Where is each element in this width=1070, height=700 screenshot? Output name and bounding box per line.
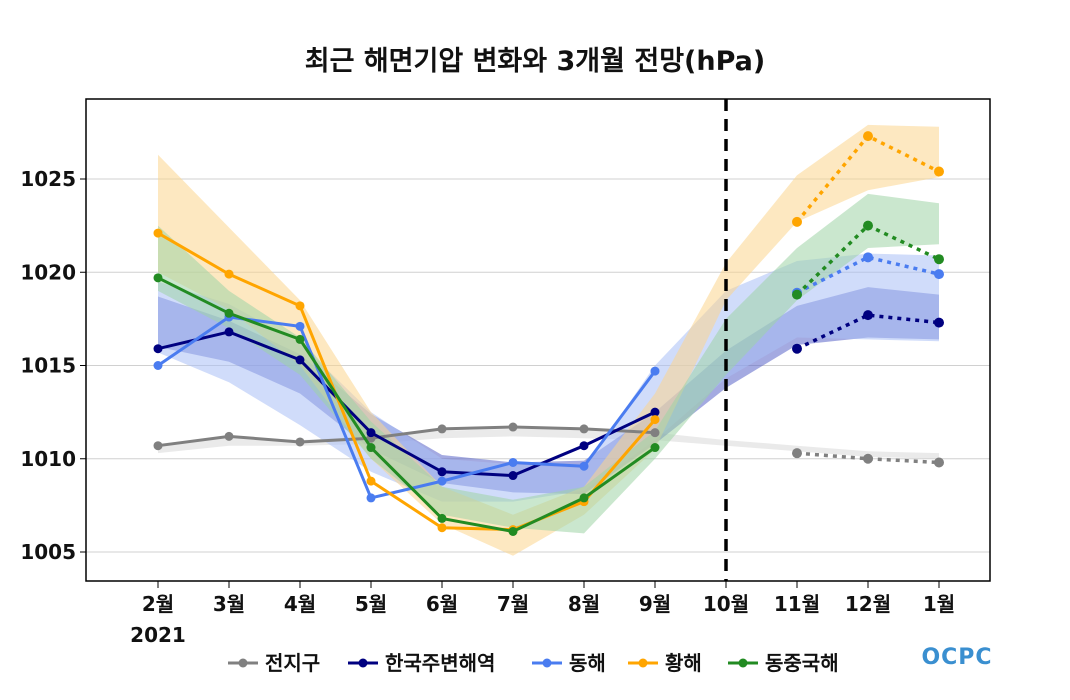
forecast-point [934, 317, 944, 328]
forecast-point [934, 254, 944, 265]
observed-point [437, 523, 447, 533]
forecast-point [863, 453, 873, 464]
observed-point [650, 428, 660, 438]
x-tick-label: 12월 [845, 592, 891, 616]
legend-label: 전지구 [265, 651, 320, 675]
legend-swatch-marker [738, 658, 748, 668]
observed-point [224, 327, 234, 337]
forecast-point [934, 457, 944, 468]
observed-point [295, 321, 305, 331]
forecast-point [934, 166, 944, 177]
observed-line-한국주변해역 [157, 330, 656, 478]
observed-point [437, 513, 447, 523]
observed-point [295, 301, 305, 311]
x-tick-label: 1월 [923, 592, 955, 616]
forecast-line-한국주변해역 [796, 313, 940, 351]
forecast-point [792, 343, 802, 354]
x-tick-label: 8월 [568, 592, 600, 616]
observed-point [153, 361, 163, 370]
legend-label: 황해 [665, 651, 702, 675]
observed-point [366, 428, 376, 438]
y-tick-label: 1010 [20, 447, 76, 471]
observed-point [579, 441, 589, 451]
x-tick-label: 6월 [426, 592, 458, 616]
x-tick-label: 7월 [497, 592, 529, 616]
legend-swatch-marker [358, 658, 368, 668]
observed-point [650, 366, 660, 376]
y-tick-label: 1015 [20, 354, 76, 378]
x-tick-label: 11월 [774, 592, 820, 616]
y-tick-label: 1020 [20, 260, 76, 284]
observed-point [508, 422, 518, 432]
forecast-point [863, 252, 873, 263]
observed-point [153, 228, 163, 238]
forecast-line-동해 [796, 255, 940, 295]
y-tick-label: 1025 [20, 167, 76, 191]
observed-point [224, 269, 234, 279]
observed-point [366, 493, 376, 503]
year-label: 2021 [130, 623, 186, 647]
legend-swatch-marker [238, 658, 248, 668]
legend-label: 동해 [569, 651, 606, 675]
y-tick-label: 1005 [20, 540, 76, 564]
observed-point [437, 476, 447, 486]
observed-point [437, 467, 447, 477]
x-tick-label: 9월 [639, 592, 671, 616]
forecast-line-전지구 [796, 451, 940, 465]
observed-point [295, 437, 305, 447]
observed-point [366, 443, 376, 453]
observed-point [579, 424, 589, 434]
legend-label: 한국주변해역 [385, 651, 495, 675]
observed-point [650, 407, 660, 417]
forecast-point [863, 310, 873, 321]
legend-label: 동중국해 [765, 651, 839, 675]
forecast-point [792, 448, 802, 459]
chart-title: 최근 해면기압 변화와 3개월 전망(hPa) [305, 46, 766, 77]
x-tick-label: 4월 [284, 592, 316, 616]
observed-point [437, 424, 447, 434]
forecast-point [863, 131, 873, 142]
observed-point [366, 476, 376, 486]
observed-point [650, 415, 660, 425]
observed-point [224, 431, 234, 441]
observed-point [508, 526, 518, 536]
observed-point [153, 344, 163, 354]
forecast-point [934, 269, 944, 280]
observed-line-전지구 [157, 425, 656, 448]
observed-point [508, 471, 518, 481]
legend-swatch-marker [542, 658, 552, 668]
forecast-point [863, 220, 873, 231]
observed-point [579, 493, 589, 503]
x-tick-label: 3월 [213, 592, 245, 616]
observed-line-황해 [157, 231, 657, 532]
ocpc-logo: OCPC [921, 645, 992, 670]
plot-frame [85, 98, 991, 582]
forecast-point [792, 289, 802, 300]
x-tick-label: 10월 [703, 592, 749, 616]
observed-point [153, 441, 163, 451]
x-tick-label: 2월 [142, 592, 174, 616]
band-전지구 [158, 428, 939, 459]
x-tick-label: 5월 [355, 592, 387, 616]
legend-swatch-marker [638, 658, 648, 668]
observed-point [295, 334, 305, 344]
forecast-point [792, 216, 802, 227]
observed-line-동중국해 [157, 276, 656, 534]
observed-point [508, 457, 518, 467]
observed-point [295, 355, 305, 365]
observed-point [650, 443, 660, 453]
observed-point [224, 308, 234, 318]
observed-point [153, 273, 163, 283]
observed-point [579, 461, 589, 471]
